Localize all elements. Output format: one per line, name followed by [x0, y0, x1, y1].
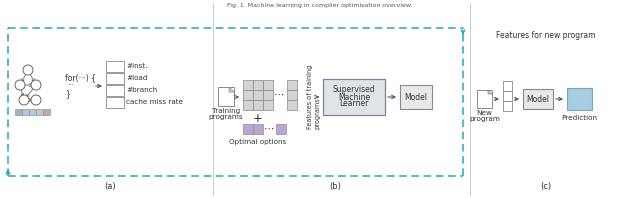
Text: Features for new program: Features for new program	[496, 31, 596, 41]
Text: Machine: Machine	[338, 92, 370, 102]
Text: ⋯: ⋯	[274, 90, 284, 100]
Text: Fig. 1. Machine learning in compiler optimisation overview.: Fig. 1. Machine learning in compiler opt…	[227, 4, 413, 9]
Bar	[503, 101, 512, 111]
Bar	[263, 100, 273, 110]
Text: Prediction: Prediction	[561, 115, 598, 121]
Bar	[243, 90, 253, 100]
Text: (b): (b)	[329, 182, 341, 190]
Bar	[106, 61, 124, 72]
Bar	[503, 91, 512, 101]
Text: Training: Training	[212, 108, 240, 114]
Text: (a): (a)	[104, 182, 116, 190]
Text: Features of training
programs: Features of training programs	[307, 65, 320, 129]
Circle shape	[23, 65, 33, 75]
Bar	[243, 100, 253, 110]
Bar	[253, 90, 263, 100]
Circle shape	[31, 95, 41, 105]
Bar	[29, 109, 36, 115]
Bar	[287, 80, 297, 90]
Text: ···: ···	[67, 82, 74, 90]
Text: #inst.: #inst.	[126, 64, 147, 69]
Polygon shape	[229, 87, 234, 92]
Bar	[218, 87, 234, 106]
Bar	[106, 85, 124, 96]
Bar	[243, 80, 253, 90]
Bar	[243, 124, 253, 134]
Text: New: New	[477, 110, 492, 116]
Bar	[263, 80, 273, 90]
Circle shape	[15, 80, 25, 90]
Text: programs: programs	[209, 114, 243, 120]
Bar	[253, 124, 263, 134]
Bar	[106, 97, 124, 108]
Bar	[523, 89, 553, 109]
Text: Learner: Learner	[339, 100, 369, 109]
Bar	[253, 100, 263, 110]
Bar	[477, 90, 492, 108]
Bar	[276, 124, 286, 134]
Text: for(···) {: for(···) {	[65, 73, 96, 83]
Bar	[22, 109, 29, 115]
Circle shape	[19, 95, 29, 105]
Bar	[15, 109, 22, 115]
Text: Model: Model	[404, 92, 428, 102]
Bar	[287, 100, 297, 110]
Text: program: program	[469, 116, 500, 122]
Bar	[323, 79, 385, 115]
Bar	[263, 90, 273, 100]
Text: Supervised: Supervised	[333, 86, 375, 94]
Bar	[503, 81, 512, 91]
Text: }: }	[65, 89, 70, 98]
Bar	[400, 85, 432, 109]
Text: #branch: #branch	[126, 88, 157, 93]
Bar	[106, 73, 124, 84]
Text: +: +	[253, 112, 263, 126]
Text: Model: Model	[527, 94, 550, 104]
Polygon shape	[488, 90, 492, 94]
Text: (c): (c)	[540, 182, 552, 190]
Text: cache miss rate: cache miss rate	[126, 100, 183, 106]
Text: #load: #load	[126, 75, 147, 82]
Circle shape	[31, 80, 41, 90]
Text: Optimal options: Optimal options	[229, 139, 287, 145]
Bar	[253, 80, 263, 90]
Bar	[287, 90, 297, 100]
Text: ⋯: ⋯	[264, 124, 274, 134]
Bar	[567, 88, 592, 110]
Bar	[36, 109, 43, 115]
Bar	[43, 109, 50, 115]
